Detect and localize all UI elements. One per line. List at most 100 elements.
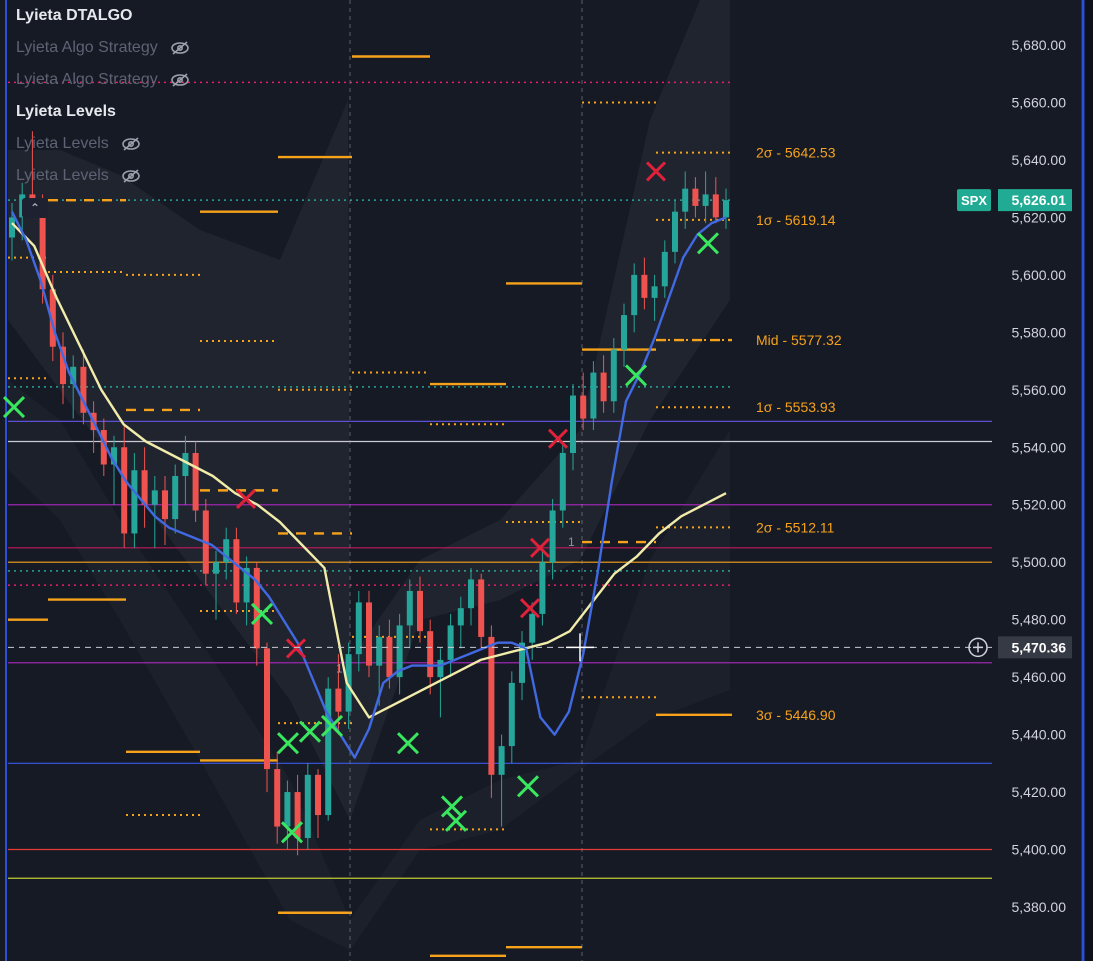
candle-body [121,447,128,534]
candle-body [264,648,270,770]
candle-body [141,470,148,505]
candle-body [274,769,281,827]
y-axis-tick-label: 5,600.00 [1012,267,1067,283]
chevron-up-icon[interactable]: ⌃ [22,198,48,218]
candle-body [549,510,556,563]
sigma-level-label: 2σ - 5642.53 [756,145,836,161]
buy-signal-x [250,602,274,625]
y-axis-tick-label: 5,380.00 [1012,899,1067,915]
y-axis-tick-label: 5,540.00 [1012,439,1067,455]
buy-signal-x [280,821,304,844]
candle-body [570,395,576,454]
legend-strategy-label: Lyieta Algo Strategy [16,39,158,56]
sell-signal-x [547,428,569,449]
candle-body [457,608,464,626]
candle-body [641,274,648,298]
candle-body [304,774,311,839]
candle-body [702,194,709,206]
candle-body [672,211,678,252]
legend-strategy-label: Lyieta Algo Strategy [16,71,158,88]
eye-slash-icon[interactable] [170,41,190,55]
sigma-level-label: 1σ - 5553.93 [756,399,836,415]
candle-body [723,200,729,218]
candle-body [80,366,87,413]
session-start-marker: 1 [568,535,575,549]
candle-body [508,682,515,747]
candle-body [284,792,291,827]
legend-row-levels-1[interactable]: Lyieta Levels [16,128,276,160]
eye-slash-icon[interactable] [121,169,141,183]
candle-body [151,490,158,505]
y-axis-tick-label: 5,520.00 [1012,497,1067,513]
blue-moving-average-line [10,211,727,759]
candle-body [590,372,597,419]
plus-circle-icon-cross [973,642,983,653]
y-axis-tick-label: 5,500.00 [1012,554,1067,570]
candle-body [712,194,719,218]
sigma-level-label: 1σ - 5619.14 [756,212,836,228]
y-axis-tick-label: 5,580.00 [1012,324,1067,340]
spx-symbol-text: SPX [961,193,987,208]
candle-body [60,346,66,385]
sigma-level-label: Mid - 5577.32 [756,332,842,348]
candle-body [468,579,474,609]
buy-signal-x [624,364,648,387]
yellow-moving-average-line [11,222,727,719]
sell-signal-x [645,161,667,182]
legend-levels-label: Lyieta Levels [16,167,109,184]
y-axis-tick-label: 5,440.00 [1012,727,1067,743]
sell-signal-x [235,488,257,510]
candle-body [70,366,77,385]
candle-body [580,395,587,419]
candle-body [192,453,199,511]
crosshair-price-value: 5,470.36 [1012,639,1067,655]
legend-row-dtalgo[interactable]: Lyieta DTALGO [16,0,276,32]
y-axis-tick-label: 5,400.00 [1012,842,1067,858]
buy-signal-x [276,732,300,755]
candle-body [519,642,525,683]
candle-body [651,286,658,298]
candle-body [610,349,617,402]
candle-body [621,315,627,350]
candle-body [682,188,689,212]
candle-body [488,636,495,775]
legend-levels-title: Lyieta Levels [16,103,116,120]
sell-signal-x [529,537,551,558]
y-axis-tick-label: 5,460.00 [1012,669,1067,685]
eye-slash-icon[interactable] [170,73,190,87]
candle-body [366,602,372,666]
legend-row-strategy-1[interactable]: Lyieta Algo Strategy [16,32,276,64]
candle-body [100,430,107,465]
candle-body [396,625,403,678]
envelope-band-lower [8,380,730,950]
buy-signal-x [396,732,420,755]
legend-row-levels[interactable]: Lyieta Levels [16,96,276,128]
candle-body [335,688,342,712]
candle-body [233,539,240,603]
legend-row-strategy-2[interactable]: Lyieta Algo Strategy [16,64,276,96]
candle-body [9,217,15,238]
candle-body [529,613,536,643]
candle-body [355,602,362,655]
indicator-legend: Lyieta DTALGO Lyieta Algo Strategy Lyiet… [16,0,276,192]
candle-body [427,631,434,678]
plus-circle-icon[interactable] [968,637,988,658]
candle-body [131,470,138,534]
candle-body [213,562,219,574]
candle-body [539,562,546,614]
eye-slash-icon[interactable] [121,137,141,151]
y-axis-tick-label: 5,680.00 [1012,37,1067,53]
legend-row-levels-2[interactable]: Lyieta Levels [16,160,276,192]
candle-body [223,539,230,563]
candle-body [386,636,393,678]
sigma-level-label: 2σ - 5512.11 [756,519,835,535]
sell-signal-x [519,598,541,619]
sigma-level-label: 3σ - 5446.90 [756,707,836,723]
sell-signal-x [285,638,307,659]
y-axis-tick-label: 5,640.00 [1012,152,1067,168]
y-axis-tick-label: 5,620.00 [1012,209,1067,225]
candle-body [39,205,46,290]
buy-signal-x [320,714,344,738]
legend-levels-label: Lyieta Levels [16,135,109,152]
